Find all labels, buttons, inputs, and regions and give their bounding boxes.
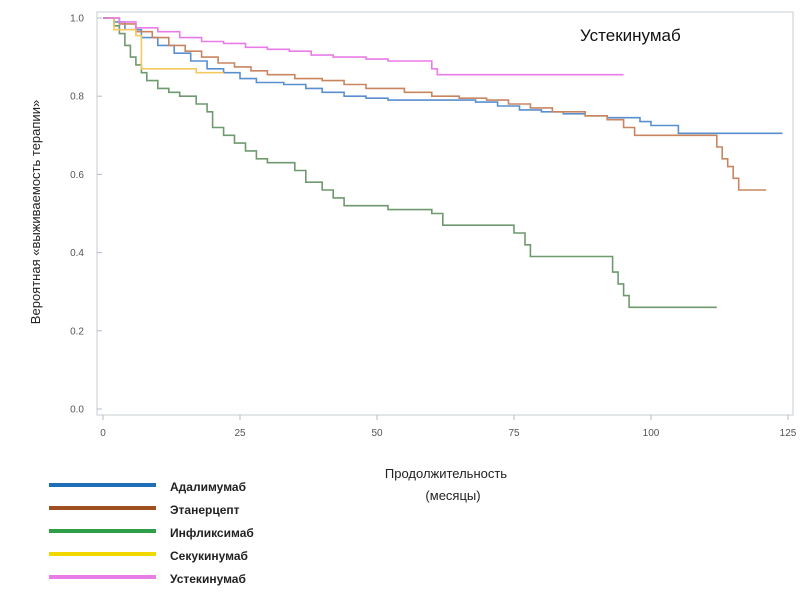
plot-frame <box>96 11 794 416</box>
x-tick-label: 25 <box>234 428 246 439</box>
y-tick-label: 0.4 <box>70 248 84 259</box>
x-axis-title-line-2: (месяцы) <box>425 488 480 503</box>
legend-label: Адалимумаб <box>170 480 246 494</box>
x-tick-label: 0 <box>100 428 106 439</box>
x-axis: 0 25 50 75 100 125 <box>100 415 797 439</box>
chart-title: Устекинумаб <box>580 26 681 45</box>
y-tick-label: 0.0 <box>70 405 84 416</box>
series-line <box>108 17 224 74</box>
x-tick-label: 50 <box>371 428 383 439</box>
y-axis-title: Вероятная «выживаемость терапии» <box>28 100 43 324</box>
series-line <box>103 17 717 309</box>
y-axis: 0.0 0.2 0.4 0.6 0.8 1.0 <box>70 14 102 416</box>
legend-label: Инфликсимаб <box>170 526 254 540</box>
series-line <box>103 17 624 76</box>
legend-label: Этанерцепт <box>170 503 240 517</box>
x-axis-title-line-1: Продолжительность <box>385 466 507 481</box>
y-tick-label: 0.6 <box>70 170 84 181</box>
series-line <box>103 17 767 191</box>
y-tick-label: 1.0 <box>70 14 84 25</box>
x-tick-label: 75 <box>508 428 520 439</box>
series-lines <box>103 17 783 309</box>
x-tick-label: 100 <box>643 428 660 439</box>
y-tick-label: 0.2 <box>70 326 84 337</box>
x-tick-label: 125 <box>780 428 797 439</box>
legend-label: Устекинумаб <box>170 572 246 586</box>
legend-label: Секукинумаб <box>170 549 248 563</box>
y-tick-label: 0.8 <box>70 92 84 103</box>
legend: Адалимумаб Этанерцепт Инфликсимаб Секукинум… <box>49 480 254 586</box>
